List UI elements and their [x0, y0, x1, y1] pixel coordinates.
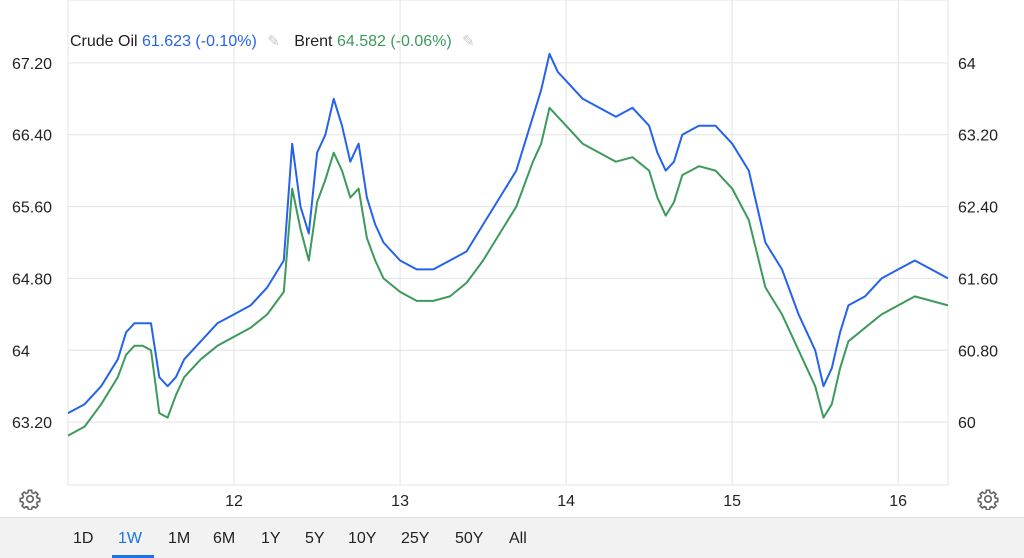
range-button-1w[interactable]: 1W — [118, 530, 142, 547]
left-tick-label: 63.20 — [12, 415, 52, 432]
range-button-6m[interactable]: 6M — [213, 530, 236, 547]
plot-area — [67, 0, 949, 486]
right-axis: 60 60.80 61.60 62.40 63.20 64 — [958, 56, 998, 432]
series-line-brent — [67, 106, 949, 437]
series-lines — [67, 52, 949, 437]
series-line-crude-oil — [67, 52, 949, 414]
x-tick-label: 13 — [391, 493, 409, 510]
legend-item-brent[interactable]: Brent 64.582 (-0.06%) ✎ — [294, 33, 484, 50]
left-axis: 63.20 64 64.80 65.60 66.40 67.20 — [12, 56, 52, 432]
right-tick-label: 60.80 — [958, 343, 998, 360]
legend-name-crude-oil: Crude Oil — [70, 33, 138, 50]
x-tick-label: 12 — [225, 493, 243, 510]
x-tick-label: 15 — [723, 493, 741, 510]
legend-value-brent: 64.582 (-0.06%) — [336, 33, 452, 50]
left-tick-label: 65.60 — [12, 200, 52, 217]
gear-icon[interactable] — [19, 488, 41, 511]
range-button-1m[interactable]: 1M — [168, 530, 191, 547]
x-axis: 12 13 14 15 16 — [225, 493, 907, 510]
range-button-25y[interactable]: 25Y — [401, 530, 430, 547]
range-button-10y[interactable]: 10Y — [348, 530, 377, 547]
left-tick-label: 67.20 — [12, 56, 52, 73]
legend-value-crude-oil: 61.623 (-0.10%) — [142, 33, 257, 50]
x-tick-label: 14 — [557, 493, 575, 510]
right-tick-label: 62.40 — [958, 200, 998, 217]
legend-item-crude-oil[interactable]: Crude Oil 61.623 (-0.10%) ✎ — [70, 33, 294, 50]
gear-icon[interactable] — [977, 488, 999, 511]
selected-range-indicator — [112, 555, 154, 558]
x-tick-label: 16 — [889, 493, 907, 510]
right-tick-label: 63.20 — [958, 128, 998, 145]
range-button-1d[interactable]: 1D — [73, 530, 94, 547]
legend: Crude Oil 61.623 (-0.10%) ✎ Brent 64.582… — [70, 32, 485, 51]
left-tick-label: 64.80 — [12, 271, 52, 288]
right-tick-label: 64 — [958, 56, 976, 73]
range-selector: 1D 1W 1M 6M 1Y 5Y 10Y 25Y 50Y All — [0, 517, 1024, 558]
range-button-all[interactable]: All — [509, 530, 527, 547]
range-button-50y[interactable]: 50Y — [455, 530, 484, 547]
legend-name-brent: Brent — [294, 33, 333, 50]
left-tick-label: 66.40 — [12, 128, 52, 145]
chart: 63.20 64 64.80 65.60 66.40 67.20 60 60.80 61.60… — [12, 0, 998, 510]
range-button-1y[interactable]: 1Y — [261, 530, 281, 547]
gridlines — [68, 0, 948, 485]
left-tick-label: 64 — [12, 343, 30, 360]
range-button-5y[interactable]: 5Y — [305, 530, 325, 547]
right-tick-label: 61.60 — [958, 271, 998, 288]
pencil-icon[interactable]: ✎ — [267, 33, 280, 50]
pencil-icon[interactable]: ✎ — [462, 33, 475, 50]
right-tick-label: 60 — [958, 415, 976, 432]
